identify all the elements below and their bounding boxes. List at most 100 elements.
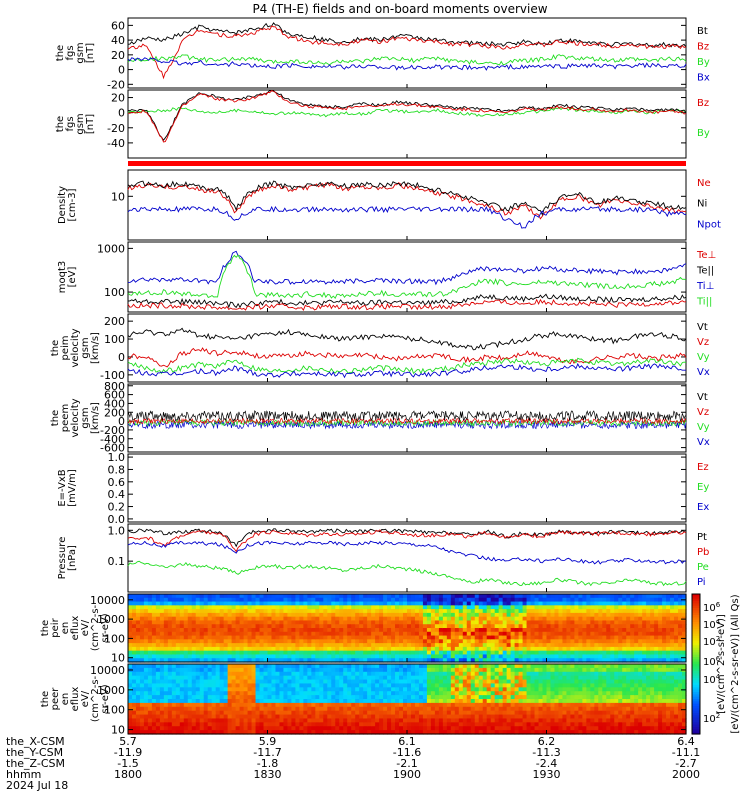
series-line bbox=[127, 410, 687, 422]
legend-entry: Bz bbox=[697, 98, 709, 109]
series-line bbox=[127, 417, 687, 425]
panel-frame bbox=[127, 17, 687, 89]
y-axis-label: (cm^2-s- bbox=[90, 675, 101, 722]
y-tick-label: 0.2 bbox=[108, 501, 126, 514]
legend-entry: Pt bbox=[697, 532, 707, 543]
x-tick-label: -2.4 bbox=[536, 757, 557, 770]
legend-entry: Vz bbox=[697, 407, 709, 418]
legend-entry: Pb bbox=[697, 547, 709, 558]
x-tick-label: 6.4 bbox=[677, 735, 695, 748]
y-axis-label: fgs bbox=[65, 45, 76, 60]
x-tick-label: -11.7 bbox=[253, 746, 281, 759]
y-axis-label: the bbox=[55, 45, 66, 61]
figure-title: P4 (TH-E) fields and on-board moments ov… bbox=[252, 2, 547, 16]
y-tick-label: -600 bbox=[100, 442, 125, 455]
y-tick-label: 600 bbox=[104, 389, 125, 402]
legend-entry: Te|| bbox=[696, 266, 714, 277]
y-axis-label: eflux bbox=[70, 616, 81, 641]
panel-peim_velocity: 200 100 0 -100 the peim velocity gsm [km/s] Vt Vz V… bbox=[50, 313, 710, 383]
series-line bbox=[127, 419, 687, 430]
y-axis-label: peem bbox=[60, 404, 71, 432]
y-tick-label: 800 bbox=[104, 380, 125, 393]
x-tick-label: -11.9 bbox=[114, 746, 142, 759]
series-line bbox=[127, 254, 687, 300]
y-tick-label: -20 bbox=[107, 78, 125, 91]
y-tick-label: 1.0 bbox=[108, 451, 126, 464]
colorbar-tick-label: 102 bbox=[703, 635, 720, 648]
x-tick-label: -11.1 bbox=[672, 746, 700, 759]
y-tick-label: -400 bbox=[100, 433, 125, 446]
y-axis-label: peer bbox=[50, 687, 61, 711]
y-tick-label: 0.6 bbox=[108, 476, 126, 489]
y-tick-label: 200 bbox=[104, 406, 125, 419]
series-line bbox=[127, 89, 687, 141]
y-tick-label: 40 bbox=[111, 34, 125, 47]
series-line bbox=[127, 250, 687, 286]
y-tick-label: 10 bbox=[111, 190, 125, 203]
y-axis-label: the bbox=[50, 340, 61, 356]
y-axis-label: en bbox=[60, 622, 71, 635]
y-tick-label: 0 bbox=[118, 107, 125, 120]
series-line bbox=[127, 327, 687, 351]
series-line bbox=[127, 25, 687, 80]
x-tick-label: 6.2 bbox=[538, 735, 556, 748]
x-axis-row-label: the_Z-CSM bbox=[6, 757, 65, 770]
y-axis-label: peir bbox=[50, 617, 61, 637]
y-tick-label: 0.0 bbox=[108, 513, 126, 526]
y-axis-label: E=-VxB bbox=[57, 469, 68, 506]
y-tick-label: 10 bbox=[111, 724, 125, 737]
x-tick-label: -11.3 bbox=[532, 746, 560, 759]
series-line bbox=[127, 298, 687, 312]
series-line bbox=[127, 90, 687, 143]
y-tick-label: 20 bbox=[111, 92, 125, 105]
legend-entry: Vy bbox=[697, 422, 710, 433]
y-tick-label: 0 bbox=[118, 415, 125, 428]
x-tick-label: -2.7 bbox=[675, 757, 696, 770]
series-line bbox=[127, 529, 687, 553]
y-axis-label: velocity bbox=[70, 328, 81, 367]
y-axis-label: the bbox=[50, 410, 61, 426]
y-tick-label: -20 bbox=[107, 122, 125, 135]
x-tick-label: 5.7 bbox=[119, 735, 137, 748]
x-tick-label: -11.6 bbox=[393, 746, 421, 759]
x-tick-label: -1.8 bbox=[257, 757, 278, 770]
y-axis-label: Density bbox=[57, 186, 68, 224]
panel-exb: 1.00.80.60.40.20.0 E=-VxB [mV/m] Ez Ey Ex bbox=[57, 451, 709, 526]
y-tick-label: 200 bbox=[104, 315, 125, 328]
panel-state_bar bbox=[128, 161, 686, 166]
legend-entry: Ex bbox=[697, 502, 709, 513]
y-axis-label: gsm bbox=[80, 337, 91, 358]
colorbar: 106 104 102 106 104 102 [eV/(cm^2-s-sr-eV)] (A… bbox=[691, 593, 741, 735]
colorbar-tick-label: 102 bbox=[703, 712, 720, 725]
panel-density: 10 Density [cm-3] Ne Ni Npot bbox=[57, 169, 721, 241]
y-axis-label: the bbox=[55, 116, 66, 132]
x-axis-row-label: hhmm bbox=[6, 768, 41, 781]
legend-entry: Vy bbox=[697, 352, 710, 363]
legend-entry: Ni bbox=[697, 199, 707, 210]
x-tick-label: 1800 bbox=[114, 768, 142, 781]
legend-entry: By bbox=[697, 57, 710, 68]
panel-peir: 10000 1000 100 10 the peir en eflux eV/(cm^2-s-s… bbox=[40, 593, 687, 665]
colorbar-label-secondary: [eV/(cm^2-s-sr-eV)] bbox=[716, 614, 727, 714]
y-tick-label: 0.8 bbox=[108, 463, 126, 476]
x-tick-label: 6.1 bbox=[398, 735, 416, 748]
y-tick-label: 100 bbox=[104, 704, 125, 717]
y-axis-label: [km/s] bbox=[90, 402, 101, 434]
series-line bbox=[127, 528, 687, 548]
panel-frame bbox=[127, 383, 687, 453]
y-tick-label: 1000 bbox=[97, 613, 125, 626]
panel-fgs_gsm_full: 60 40 20 0-20 the fgs gsm [nT] Bt Bz By Bx bbox=[55, 17, 710, 91]
colorbar-label: [eV/(cm^2-s-sr-eV)] (All Qs) bbox=[730, 594, 741, 733]
panel-frame bbox=[127, 241, 687, 313]
y-axis-label: moqt3 bbox=[57, 261, 68, 294]
y-tick-label: 1000 bbox=[97, 242, 125, 255]
panel-frame bbox=[127, 453, 687, 523]
y-tick-label: 100 bbox=[104, 632, 125, 645]
y-axis-label: gsm bbox=[80, 407, 91, 428]
y-axis-label: [nT] bbox=[85, 114, 96, 134]
y-axis-label: eflux bbox=[70, 687, 81, 712]
y-axis-label: eV/ bbox=[80, 690, 91, 707]
y-axis-label: velocity bbox=[70, 398, 81, 437]
